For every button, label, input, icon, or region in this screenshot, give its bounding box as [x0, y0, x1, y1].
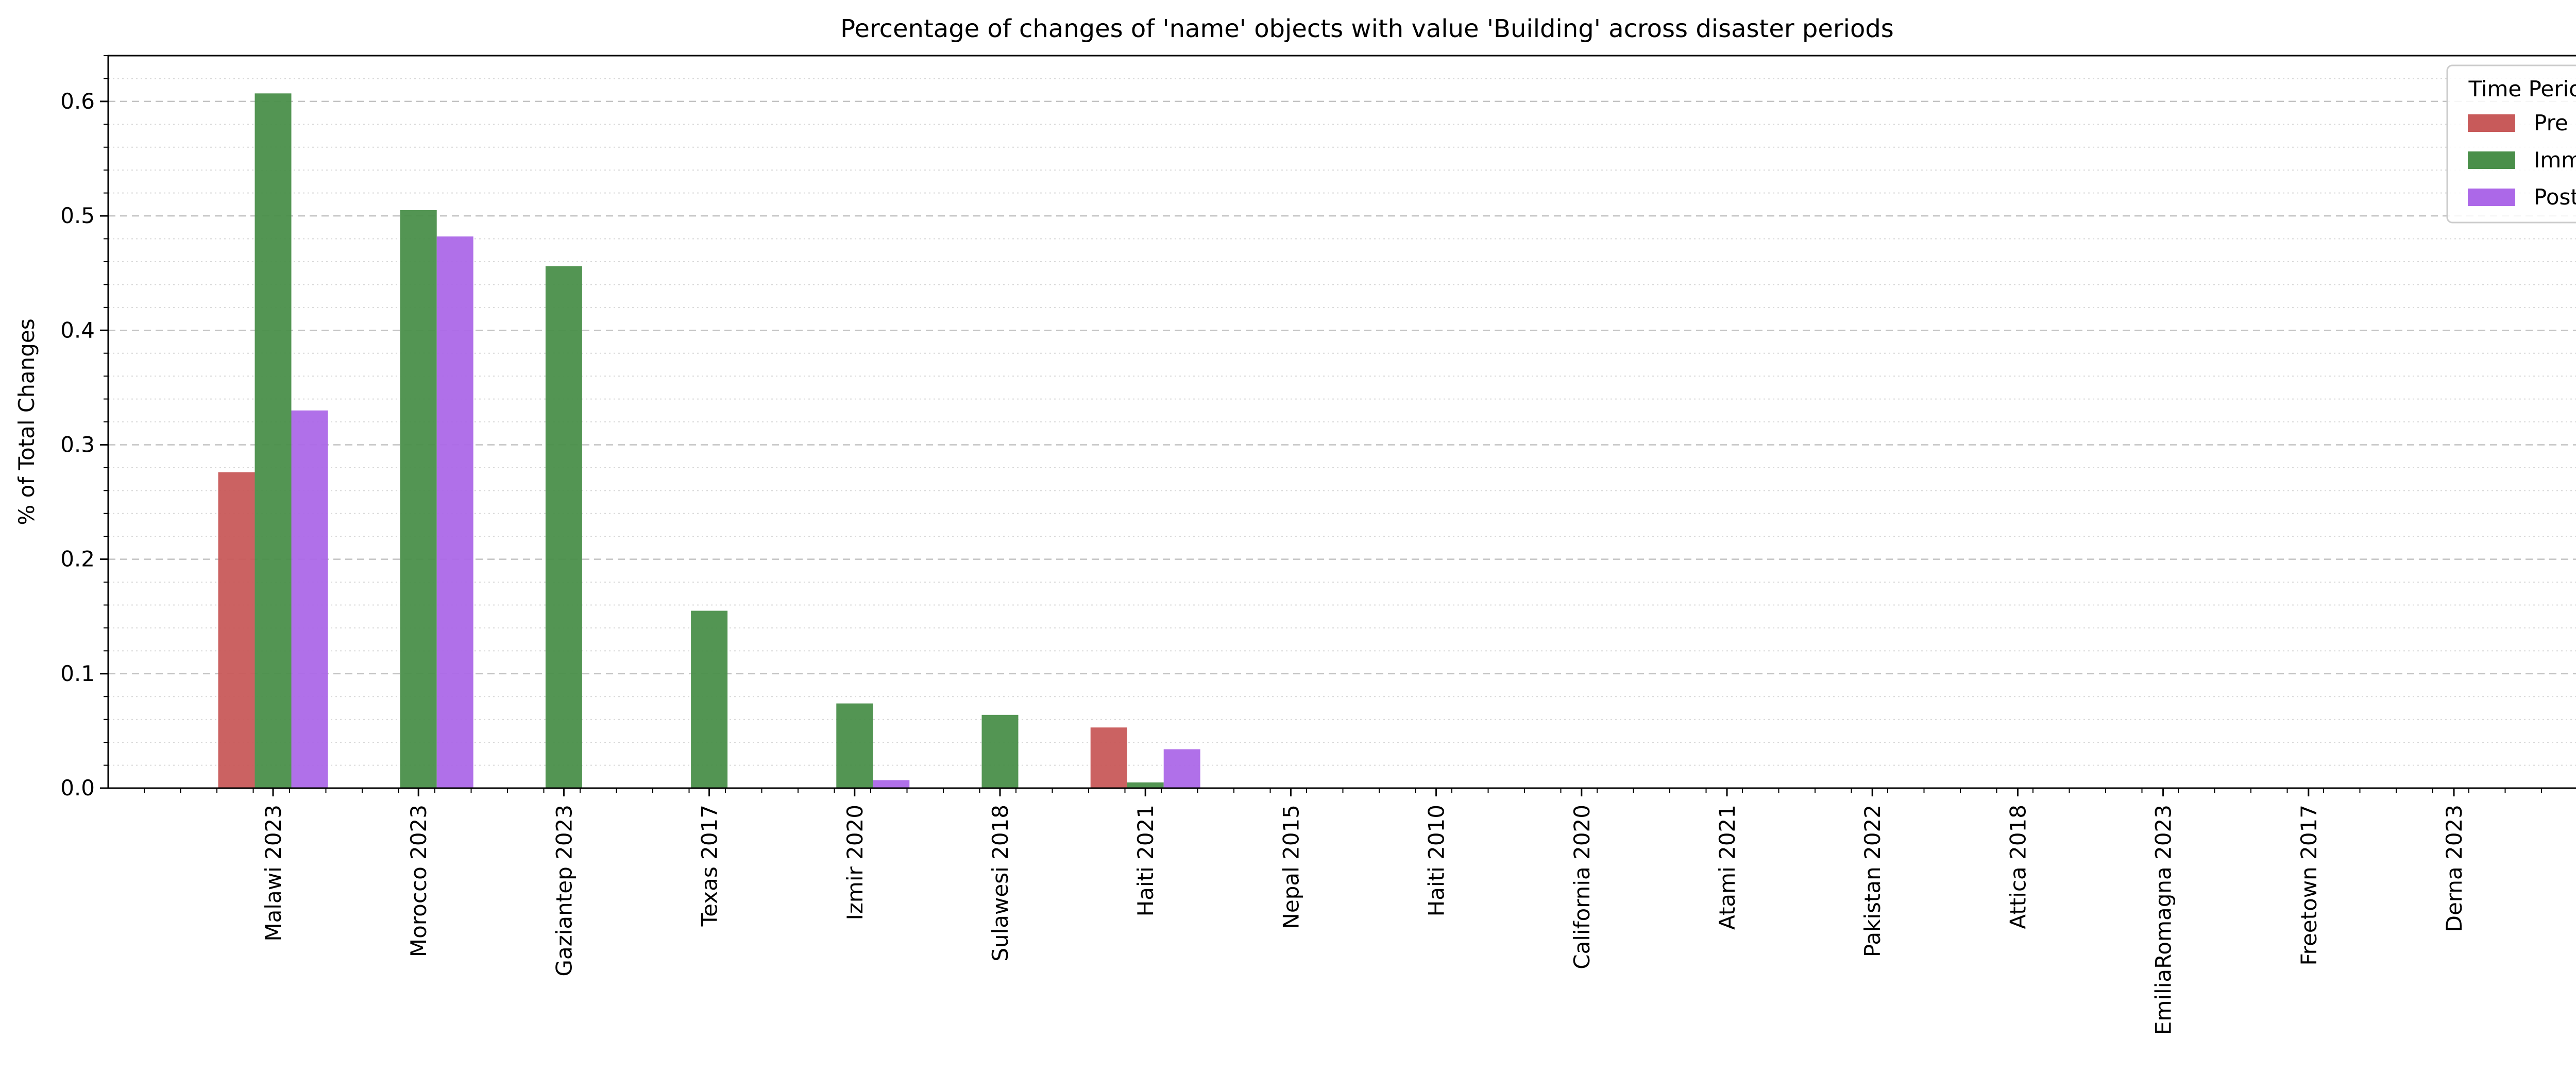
legend-swatch-post: [2468, 189, 2515, 206]
y-tick-label: 0.4: [60, 317, 95, 343]
x-tick-label: Texas 2017: [697, 805, 722, 927]
y-tick-label: 0.0: [60, 775, 95, 801]
bars-layer: [218, 93, 1200, 788]
bar-post: [873, 780, 910, 788]
bar-imm: [255, 93, 292, 788]
bar-post: [1163, 749, 1200, 788]
x-tick-label: Izmir 2020: [842, 805, 868, 921]
y-tick-label: 0.1: [60, 661, 95, 686]
y-tick-label: 0.5: [60, 203, 95, 228]
x-tick-label: Haiti 2010: [1424, 805, 1449, 916]
legend-label-post: Post: [2534, 184, 2576, 210]
bar-post: [291, 410, 328, 788]
chart-title: Percentage of changes of 'name' objects …: [840, 14, 1894, 43]
y-tick-label: 0.2: [60, 547, 95, 572]
bar-post: [436, 236, 473, 788]
x-tick-label: Malawi 2023: [261, 805, 286, 942]
bar-pre: [218, 472, 255, 788]
legend-label-imm: Imm: [2534, 147, 2576, 173]
grid-layer: [108, 55, 2576, 766]
x-tick-label: Nepal 2015: [1278, 805, 1303, 929]
x-tick-label: Atami 2021: [1715, 805, 1740, 930]
x-tick-label: California 2020: [1569, 805, 1595, 969]
bar-pre: [1090, 727, 1127, 788]
legend-title: Time Period: [2468, 76, 2576, 101]
y-axis-label: % of Total Changes: [14, 318, 39, 525]
x-tick-label: EmiliaRomagna 2023: [2151, 805, 2176, 1035]
x-tick-label: Derna 2023: [2442, 805, 2467, 932]
bar-imm: [981, 714, 1019, 788]
x-tick-label: Attica 2018: [2005, 805, 2030, 929]
y-tick-label: 0.3: [60, 432, 95, 457]
legend-entries: Pre Imm Post: [2468, 110, 2576, 210]
legend-swatch-pre: [2468, 114, 2515, 132]
x-tick-label: Pakistan 2022: [1860, 805, 1885, 957]
x-tick-label: Sulawesi 2018: [988, 805, 1013, 962]
legend-label-pre: Pre: [2534, 110, 2568, 135]
legend-swatch-imm: [2468, 151, 2515, 169]
legend: Time Period Pre Imm Post: [2446, 64, 2576, 224]
y-tick-label: 0.6: [60, 89, 95, 114]
legend-box: [2446, 64, 2576, 224]
bar-imm: [836, 703, 873, 788]
bar-imm: [545, 266, 582, 788]
bar-imm: [400, 210, 437, 788]
x-tick-label: Freetown 2017: [2296, 805, 2321, 966]
x-tick-label: Morocco 2023: [406, 805, 431, 957]
x-tick-label: Gaziantep 2023: [551, 805, 577, 977]
x-tick-label: Haiti 2021: [1133, 805, 1158, 916]
axis-layer: 0.0 0.1 0.2 0.3 0.4 0.5 0.6 Malawi 2023 Morocco …: [60, 55, 2542, 1035]
bar-imm: [691, 610, 728, 788]
bar-imm: [1127, 782, 1164, 788]
